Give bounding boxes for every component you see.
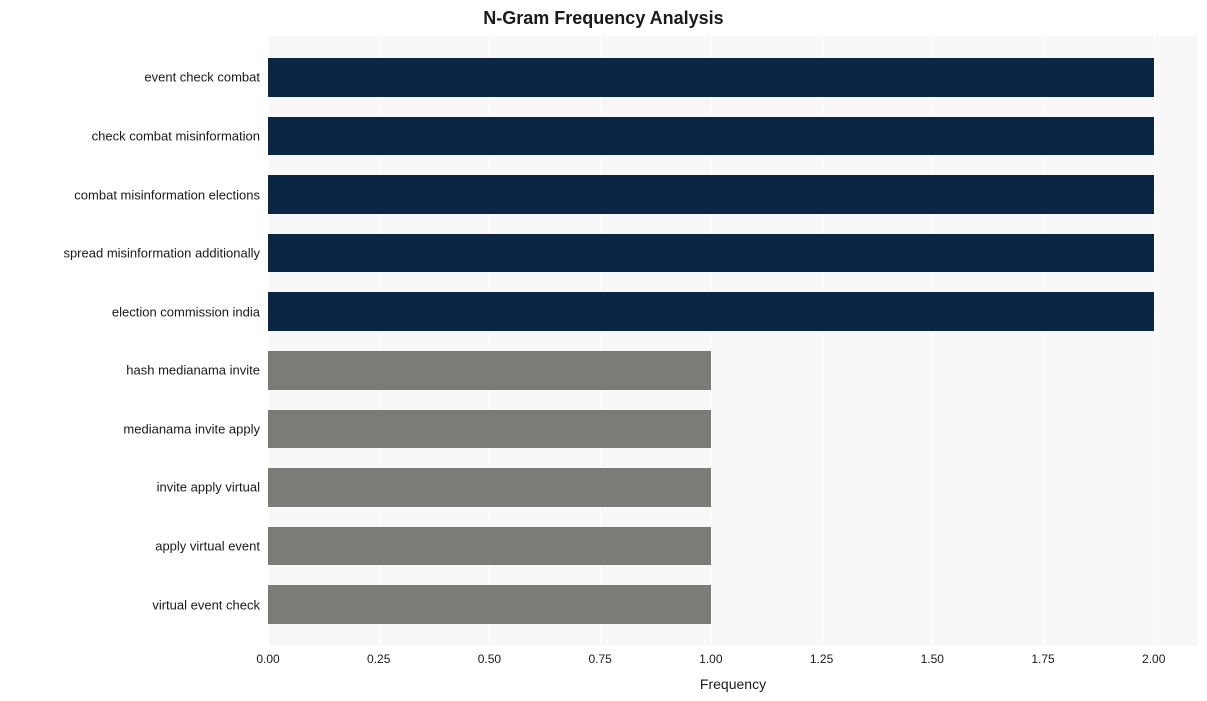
y-category-label: apply virtual event bbox=[155, 538, 268, 553]
x-axis-label: Frequency bbox=[268, 676, 1198, 692]
y-category-label: check combat misinformation bbox=[92, 129, 268, 144]
bar bbox=[268, 351, 711, 390]
chart-title: N-Gram Frequency Analysis bbox=[0, 8, 1207, 29]
y-category-label: spread misinformation additionally bbox=[63, 246, 268, 261]
y-category-label: event check combat bbox=[144, 70, 268, 85]
y-category-label: election commission india bbox=[112, 304, 268, 319]
ngram-frequency-chart: N-Gram Frequency Analysis Frequency 0.00… bbox=[0, 0, 1207, 701]
x-tick: 1.00 bbox=[699, 646, 722, 666]
x-tick: 0.25 bbox=[367, 646, 390, 666]
y-category-label: virtual event check bbox=[152, 597, 268, 612]
bar bbox=[268, 175, 1154, 214]
x-tick: 1.75 bbox=[1031, 646, 1054, 666]
x-tick: 1.25 bbox=[810, 646, 833, 666]
bar bbox=[268, 527, 711, 566]
bar bbox=[268, 410, 711, 449]
y-category-label: medianama invite apply bbox=[123, 421, 268, 436]
plot-area: Frequency 0.000.250.500.751.001.251.501.… bbox=[268, 36, 1198, 646]
bar bbox=[268, 117, 1154, 156]
y-category-label: hash medianama invite bbox=[126, 363, 268, 378]
bar bbox=[268, 468, 711, 507]
bar bbox=[268, 58, 1154, 97]
bar bbox=[268, 292, 1154, 331]
y-category-label: combat misinformation elections bbox=[74, 187, 268, 202]
x-tick: 0.50 bbox=[478, 646, 501, 666]
bar bbox=[268, 234, 1154, 273]
gridline bbox=[1154, 36, 1155, 646]
x-tick: 2.00 bbox=[1142, 646, 1165, 666]
bar bbox=[268, 585, 711, 624]
x-tick: 1.50 bbox=[921, 646, 944, 666]
y-category-label: invite apply virtual bbox=[157, 480, 268, 495]
x-tick: 0.75 bbox=[588, 646, 611, 666]
x-tick: 0.00 bbox=[256, 646, 279, 666]
